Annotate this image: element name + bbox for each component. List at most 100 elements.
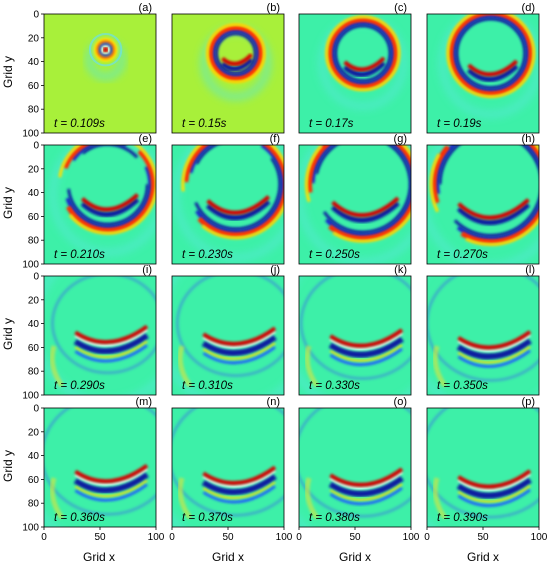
panel-n: (n) t = 0.370s <box>171 396 285 528</box>
time-label: t = 0.370s <box>182 512 233 524</box>
reflected-arc <box>201 473 277 495</box>
time-label: t = 0.350s <box>437 380 488 392</box>
panel-b: (b) t = 0.15s <box>171 2 285 134</box>
reflected-arc <box>202 346 276 365</box>
reflected-arc <box>202 485 276 504</box>
reflected-arc-positive <box>331 196 400 218</box>
reflected-arc <box>457 488 531 507</box>
y-axis-label-3: Grid y <box>1 318 15 350</box>
wavefield <box>48 145 156 257</box>
reflected-arc-positive <box>80 193 139 212</box>
reflected-arc <box>73 333 149 355</box>
x-tick-label: 100 <box>276 532 293 543</box>
panel-label: (g) <box>394 133 407 145</box>
panel-label: (l) <box>525 264 535 276</box>
y-tick-label: 100 <box>22 391 39 402</box>
wavefront-ring <box>181 145 284 240</box>
reflected-arc <box>74 463 149 484</box>
panel-d: (d) t = 0.19s <box>426 2 540 134</box>
wavefront-ring <box>190 145 282 231</box>
wavefront-ring <box>57 145 156 235</box>
reflected-arc <box>457 345 531 364</box>
wavefield <box>85 33 126 81</box>
reflected-arc <box>457 485 531 503</box>
y-tick-label: 20 <box>28 295 40 306</box>
reflected-arc <box>329 332 403 350</box>
wavefront-ring <box>66 145 149 226</box>
y-tick-label: 60 <box>28 343 40 354</box>
edge-streak <box>177 477 193 520</box>
time-label: t = 0.270s <box>437 249 488 261</box>
panel-h: (h) t = 0.270s <box>426 133 540 265</box>
panel-label: (p) <box>522 396 535 408</box>
wavefront-ring <box>313 145 411 234</box>
panel-label: (n) <box>267 396 280 408</box>
reflected-arc-negative <box>330 201 400 223</box>
reflected-arc <box>329 348 403 366</box>
reflected-arc <box>202 330 276 349</box>
wavefield <box>172 408 284 527</box>
panel-g: (g) t = 0.250s <box>298 133 412 265</box>
panel-e: (e) t = 0.210s <box>43 133 157 265</box>
wavefront-ring <box>455 17 527 90</box>
y-tick-label: 40 <box>28 451 40 462</box>
y-tick-label: 40 <box>28 319 40 330</box>
reflected-arc <box>457 469 532 489</box>
y-tick-label: 20 <box>28 33 40 44</box>
panel-grid: (a) t = 0.109s (b) t = 0.15s (c) t = 0.17s (d)… <box>43 2 540 528</box>
panel-label: (d) <box>522 2 535 14</box>
wavefront-ring <box>325 15 401 92</box>
panel-frame <box>426 13 540 134</box>
reflected-arc <box>329 471 403 490</box>
panel-frame <box>298 13 412 134</box>
faint-ring <box>44 408 156 516</box>
wavefront-ring <box>186 145 284 234</box>
panel-frame <box>171 13 285 134</box>
reflected-arc <box>328 336 404 358</box>
wavefield <box>438 14 539 119</box>
source-ring <box>102 46 109 53</box>
diffuse-halo <box>299 145 411 264</box>
wavefield <box>299 276 411 395</box>
wavefront-ring <box>63 145 153 230</box>
y-tick-label: 80 <box>28 105 40 116</box>
time-label: t = 0.230s <box>182 249 233 261</box>
reflected-arc <box>73 472 149 494</box>
reflected-arc <box>456 477 532 499</box>
reflected-arc <box>457 333 531 352</box>
panel-m: (m) t = 0.360s <box>43 396 157 528</box>
y-tick-label: 40 <box>28 57 40 68</box>
y-tick-label: 100 <box>22 129 39 140</box>
edge-streak <box>49 477 65 520</box>
x-tick-label: 50 <box>477 532 489 543</box>
reflected-arc <box>202 326 277 346</box>
panel-frame <box>426 144 540 265</box>
panel-frame <box>298 275 412 396</box>
reflected-arc-negative <box>220 57 254 72</box>
x-tick-label: 0 <box>169 532 175 543</box>
faint-ring <box>299 276 411 380</box>
edge-streak <box>432 345 448 388</box>
y-tick-label: 60 <box>28 81 40 92</box>
x-tick-label: 0 <box>296 532 302 543</box>
wavefield <box>318 15 408 111</box>
wavefront-ring <box>310 145 411 238</box>
y-tick-label: 20 <box>28 427 40 438</box>
reflected-arc-positive <box>206 195 271 215</box>
time-label: t = 0.210s <box>54 249 105 261</box>
reflected-arc-positive <box>457 198 530 220</box>
wavefront-ring <box>330 20 396 87</box>
y-tick-label: 0 <box>33 10 39 21</box>
panel-k: (k) t = 0.330s <box>298 264 412 396</box>
faint-ring <box>175 276 284 378</box>
reflected-arc-negative <box>80 197 140 217</box>
faint-ring <box>427 276 539 382</box>
reflected-arc <box>74 344 148 363</box>
panel-c: (c) t = 0.17s <box>298 2 412 134</box>
reflected-arc <box>74 340 148 359</box>
wavefield <box>44 408 156 527</box>
panel-label: (k) <box>394 264 407 276</box>
reflected-arc <box>328 475 404 497</box>
diffuse-halo <box>438 14 539 119</box>
panel-j: (j) t = 0.310s <box>171 264 285 396</box>
